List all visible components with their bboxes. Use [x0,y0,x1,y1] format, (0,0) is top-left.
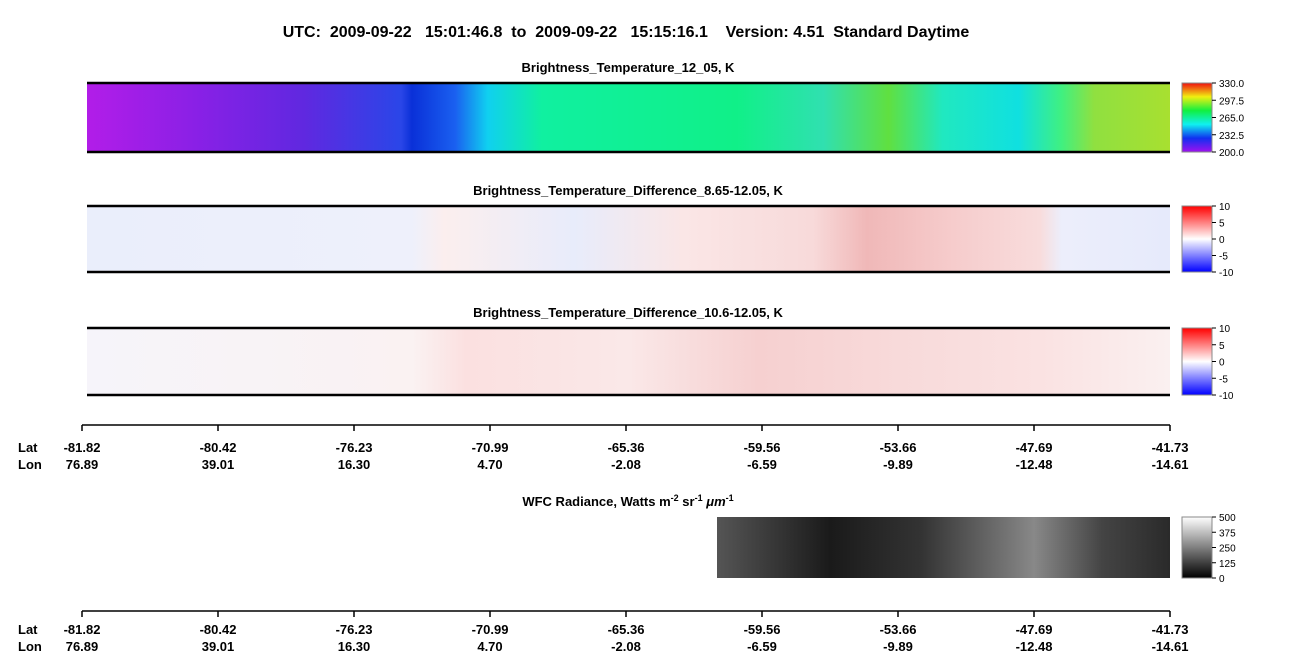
axis-label: Lat [18,440,38,455]
lat-label: -53.66 [880,440,917,455]
colorbar [1181,82,1213,153]
colorbar-tick-label: -5 [1219,374,1228,385]
colorbar [1181,205,1213,273]
lat-label: -47.69 [1016,440,1053,455]
panel-title: Brightness_Temperature_Difference_10.6-1… [473,305,783,320]
lat-label: -65.36 [608,622,645,637]
lon-label: 4.70 [477,457,502,472]
colorbar-tick-label: 265.0 [1219,114,1244,125]
colorbar-tick-label: 500 [1219,513,1236,524]
lon-label: 16.30 [338,639,371,654]
image-strip [87,207,1170,271]
colorbar-tick-label: 0 [1219,235,1225,246]
colorbar-tick-label: -10 [1219,391,1234,402]
page-title: UTC: 2009-09-22 15:01:46.8 to 2009-09-22… [283,24,970,41]
title-part: WFC Radiance, Watts m [522,494,670,509]
colorbar-tick-label: 5 [1219,341,1225,352]
lon-label: -9.89 [883,639,913,654]
colorbar [1181,327,1213,396]
lon-label: -6.59 [747,457,777,472]
image-strip [87,329,1170,394]
colorbar-tick-label: 0 [1219,574,1225,585]
image-strip [717,517,1170,578]
lat-label: -41.73 [1152,440,1189,455]
title-part: -1 [695,493,703,503]
strip-borders [87,81,1170,397]
colorbar-tick-label: 250 [1219,544,1236,555]
title-part: -2 [671,493,679,503]
lat-label: -81.82 [64,440,101,455]
lon-label: -12.48 [1016,457,1053,472]
lat-label: -70.99 [472,622,509,637]
lon-label: 16.30 [338,457,371,472]
lat-label: -53.66 [880,622,917,637]
lat-label: -41.73 [1152,622,1189,637]
panel-title: Brightness_Temperature_Difference_8.65-1… [473,183,783,198]
lon-label: 39.01 [202,639,235,654]
lon-label: -9.89 [883,457,913,472]
colorbar [1181,516,1213,579]
colorbar-tick-label: 0 [1219,358,1225,369]
title-part: -1 [726,493,734,503]
lat-label: -70.99 [472,440,509,455]
panel-title: Brightness_Temperature_12_05, K [522,60,736,75]
axis-label: Lat [18,622,38,637]
colorbar-tick-label: 375 [1219,528,1236,539]
lat-label: -65.36 [608,440,645,455]
lat-label: -76.23 [336,440,373,455]
lon-label: -14.61 [1152,639,1189,654]
image-strip [87,84,1170,151]
lon-label: -2.08 [611,639,641,654]
colorbar-tick-label: 5 [1219,219,1225,230]
lon-label: -12.48 [1016,639,1053,654]
lat-label: -81.82 [64,622,101,637]
colorbar-tick-label: 10 [1219,324,1231,335]
lon-label: -6.59 [747,639,777,654]
colorbar-tick-label: 10 [1219,202,1231,213]
lon-label: 4.70 [477,639,502,654]
colorbar-tick-label: 297.5 [1219,96,1244,107]
lon-label: 39.01 [202,457,235,472]
axis-label: Lon [18,457,42,472]
colorbar-tick-label: -5 [1219,252,1228,263]
lat-label: -76.23 [336,622,373,637]
lon-label: -2.08 [611,457,641,472]
lon-label: 76.89 [66,639,99,654]
title-part: μm [705,494,726,509]
lat-label: -59.56 [744,440,781,455]
colorbar-tick-label: 125 [1219,559,1236,570]
axis-label: Lon [18,639,42,654]
colorbar-tick-label: 232.5 [1219,131,1244,142]
lat-label: -80.42 [200,440,237,455]
title-part: sr [679,494,695,509]
lon-label: -14.61 [1152,457,1189,472]
lat-label: -80.42 [200,622,237,637]
colorbar-tick-label: -10 [1219,268,1234,279]
panel-title: WFC Radiance, Watts m-2 sr-1 μm-1 [522,493,733,509]
lon-label: 76.89 [66,457,99,472]
colorbar-tick-label: 330.0 [1219,79,1244,90]
colorbar-tick-label: 200.0 [1219,148,1244,159]
lat-label: -59.56 [744,622,781,637]
lat-label: -47.69 [1016,622,1053,637]
